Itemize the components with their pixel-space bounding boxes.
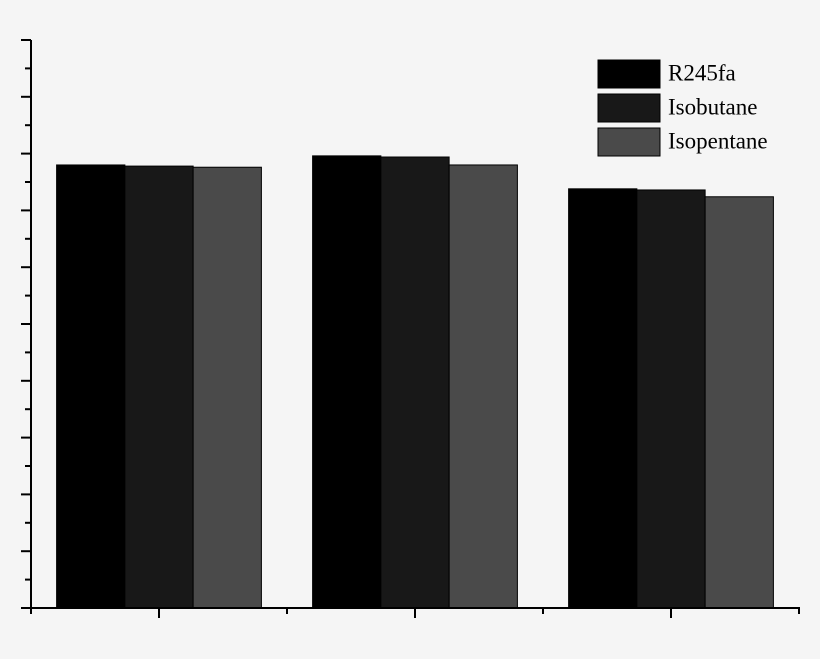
bar — [56, 164, 126, 609]
bar — [124, 165, 194, 609]
bar — [448, 164, 518, 609]
legend-swatch — [597, 93, 661, 123]
legend-label: Isopentane — [668, 128, 768, 153]
bar — [380, 156, 450, 609]
bar — [192, 166, 262, 609]
bar — [704, 196, 774, 609]
bar — [568, 188, 638, 609]
legend-label: R245fa — [668, 60, 736, 85]
bar — [636, 189, 706, 609]
legend-swatch — [597, 59, 661, 89]
bar — [312, 155, 382, 609]
legend-swatch — [597, 127, 661, 157]
legend-label: Isobutane — [668, 94, 757, 119]
